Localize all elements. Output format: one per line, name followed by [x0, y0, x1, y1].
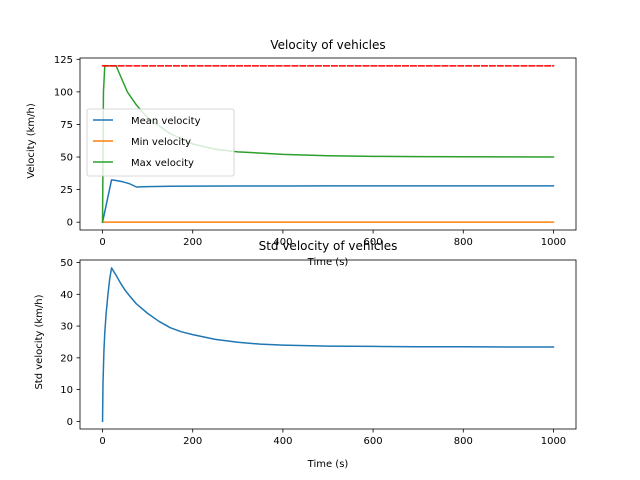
y-tick-label: 0 — [67, 417, 73, 428]
series-line-0 — [101, 179, 555, 224]
y-tick-label: 0 — [67, 218, 73, 229]
std-velocity-chart: 0 200 400 600 800 1000 0 10 20 30 40 50 Std velocit… — [34, 239, 577, 470]
legend-entry: Max velocity — [131, 158, 194, 169]
x-tick-label: 400 — [273, 237, 292, 248]
x-axis-label: Time (s) — [307, 257, 349, 268]
x-tick-label: 200 — [183, 237, 202, 248]
chart-title: Velocity of vehicles — [270, 38, 385, 52]
series-line-0 — [101, 267, 555, 423]
y-tick-label: 75 — [60, 120, 73, 131]
x-axis-label: Time (s) — [307, 459, 349, 470]
x-tick-label: 0 — [99, 436, 105, 447]
legend: Mean velocity Min velocity Max velocity — [86, 108, 235, 177]
y-tick-label: 10 — [60, 385, 73, 396]
y-tick-label: 25 — [60, 185, 73, 196]
y-tick-label: 125 — [54, 55, 73, 66]
legend-entry: Mean velocity — [131, 116, 201, 127]
x-tick-label: 600 — [364, 237, 383, 248]
std-velocity-plot-area: 0 200 400 600 800 1000 0 10 20 30 40 50 — [60, 258, 577, 447]
x-tick-label: 1000 — [541, 436, 566, 447]
y-axis-label: Std velocity (km/h) — [34, 294, 45, 389]
y-tick-label: 40 — [60, 290, 73, 301]
axes-frame — [79, 259, 577, 430]
x-tick-label: 0 — [99, 237, 105, 248]
legend-entry: Min velocity — [131, 137, 191, 148]
x-tick-label: 800 — [454, 237, 473, 248]
y-tick-label: 50 — [60, 153, 73, 164]
y-tick-label: 20 — [60, 353, 73, 364]
y-tick-label: 30 — [60, 322, 73, 333]
x-tick-label: 600 — [364, 436, 383, 447]
velocity-plot-area: 0 200 400 600 800 1000 0 25 50 75 100 125 — [54, 55, 577, 248]
y-tick-label: 50 — [60, 258, 73, 269]
y-axis-label: Velocity (km/h) — [26, 103, 37, 179]
chart-title: Std velocity of vehicles — [259, 239, 398, 253]
x-tick-label: 400 — [273, 436, 292, 447]
x-tick-label: 200 — [183, 436, 202, 447]
x-tick-label: 800 — [454, 436, 473, 447]
legend-frame — [86, 108, 235, 177]
x-tick-label: 1000 — [541, 237, 566, 248]
velocity-chart: Velocity of vehicles 0 200 400 600 800 1000 0 2… — [26, 38, 577, 268]
y-tick-label: 100 — [54, 87, 73, 98]
axes-frame — [79, 57, 577, 231]
